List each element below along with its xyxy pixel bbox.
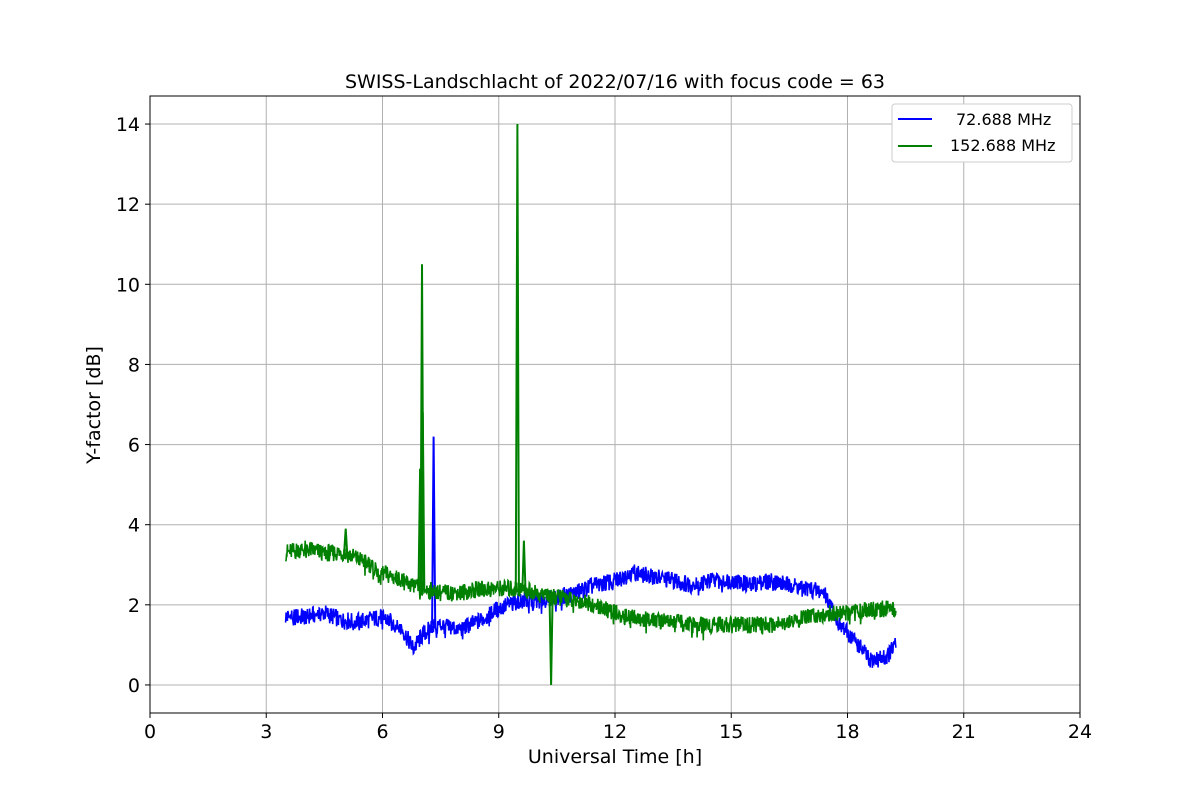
- y-tick-label: 10: [116, 274, 140, 296]
- series-spike: [548, 595, 554, 686]
- legend-label-series-0: 72.688 MHz: [956, 110, 1051, 129]
- x-tick-label: 18: [835, 721, 859, 743]
- y-tick-label: 6: [128, 435, 140, 457]
- series-layer: [284, 123, 897, 686]
- x-tick-label: 6: [376, 721, 388, 743]
- y-ticks: 0 2 4 6 8 10 12 14: [116, 114, 150, 697]
- x-axis-label: Universal Time [h]: [528, 746, 702, 768]
- x-tick-label: 24: [1068, 721, 1092, 743]
- x-tick-label: 21: [952, 721, 976, 743]
- legend-box: [891, 103, 1073, 163]
- y-tick-label: 2: [128, 595, 140, 617]
- chart-title: SWISS-Landschlacht of 2022/07/16 with fo…: [345, 71, 885, 93]
- series-line: [284, 564, 897, 668]
- x-ticks: 0 3 6 9 12 15 18 21 24: [144, 713, 1092, 743]
- x-tick-label: 15: [719, 721, 743, 743]
- series-line: [284, 540, 897, 641]
- legend-label-series-1: 152.688 MHz: [950, 136, 1055, 155]
- y-tick-label: 12: [116, 194, 140, 216]
- series-spike: [431, 436, 437, 625]
- y-axis-label: Y-factor [dB]: [83, 346, 105, 465]
- series-spike: [514, 123, 520, 589]
- x-tick-label: 3: [260, 721, 272, 743]
- y-tick-label: 14: [116, 114, 140, 136]
- y-tick-label: 4: [128, 515, 140, 537]
- x-tick-label: 0: [144, 721, 156, 743]
- series-spike: [343, 528, 349, 554]
- x-tick-label: 9: [493, 721, 505, 743]
- legend: 72.688 MHz 152.688 MHz: [891, 103, 1073, 163]
- series-spike: [521, 540, 527, 591]
- x-tick-label: 12: [603, 721, 627, 743]
- y-tick-label: 0: [128, 675, 140, 697]
- y-tick-label: 8: [128, 354, 140, 376]
- series-spike: [420, 412, 426, 590]
